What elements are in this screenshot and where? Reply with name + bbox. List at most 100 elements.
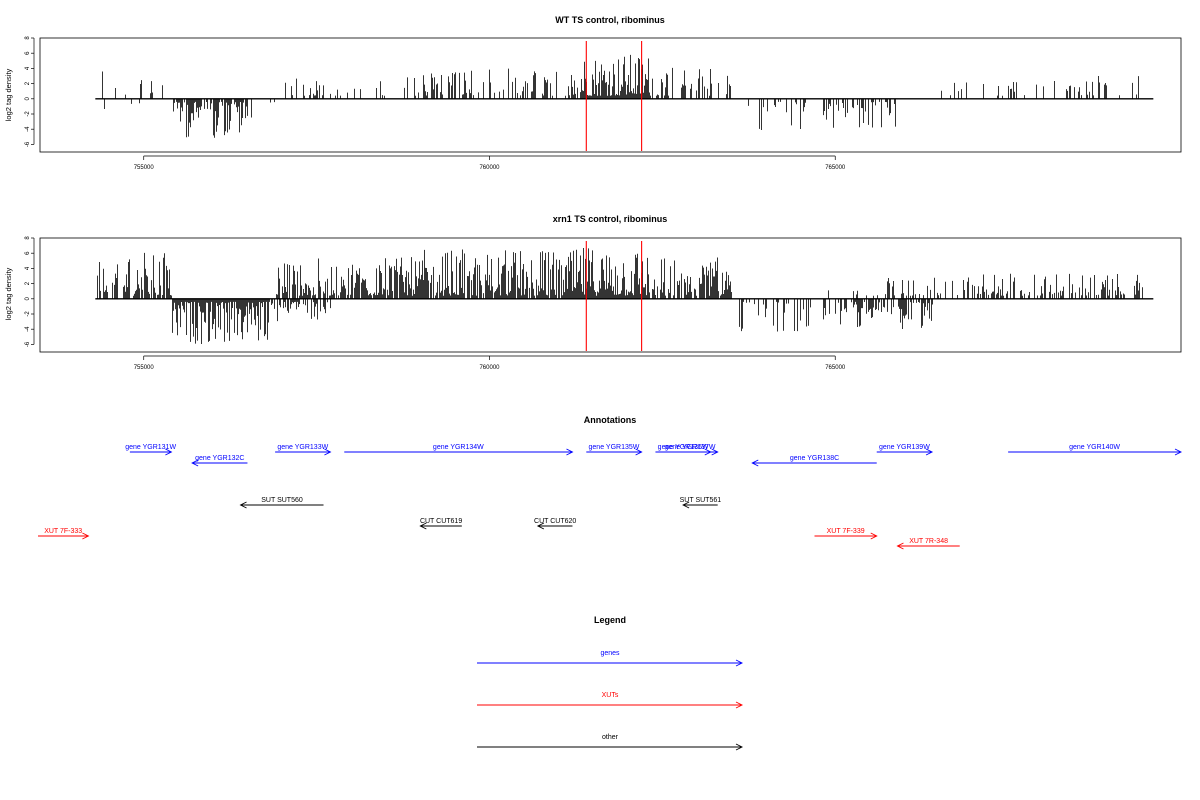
arrowhead <box>925 448 934 456</box>
x-tick-label: 755000 <box>134 365 155 371</box>
y-axis: 8 6 4 2 0 -2 -4 -6 <box>25 36 35 147</box>
annotation-label: XUT 7F-339 <box>827 528 865 535</box>
x-tick-label: 760000 <box>479 365 500 371</box>
annotation-feature <box>814 532 878 540</box>
annotation-label: gene YGR136W <box>658 444 709 451</box>
arrowhead <box>419 522 427 530</box>
y-axis-label: log2 tag density <box>4 267 13 320</box>
annotation-label: gene YGR138C <box>790 455 839 462</box>
legend-arrow <box>477 659 744 667</box>
y-axis: 8 6 4 2 0 -2 -4 -6 <box>25 236 35 347</box>
arrowhead <box>635 448 643 456</box>
annotation-label: gene YGR131W <box>125 444 176 451</box>
y-tick-label: -4 <box>25 126 31 132</box>
annotation-label: gene YGR133W <box>277 444 328 451</box>
y-tick-label: 4 <box>25 66 31 70</box>
arrowhead <box>1174 448 1183 456</box>
x-tick-label: 755000 <box>134 165 155 171</box>
y-tick-label: 2 <box>25 281 31 285</box>
annotation-label: gene YGR135W <box>589 444 640 451</box>
arrowhead <box>165 448 173 456</box>
y-tick-label: 0 <box>25 296 31 300</box>
annotation-feature <box>191 459 248 467</box>
x-axis: 755000 760000 765000 <box>134 155 846 171</box>
legend-label: XUTs <box>602 692 619 699</box>
annotation-label: gene YGR134W <box>433 444 484 451</box>
density-bars <box>102 54 1139 138</box>
annotation-label: XUT 7F-333 <box>44 528 82 535</box>
annotation-feature <box>129 448 173 456</box>
annotation-feature <box>876 448 934 456</box>
x-axis: 755000 760000 765000 <box>134 355 846 371</box>
arrowhead <box>711 448 719 456</box>
legend: Legend genes XUTs other <box>477 615 744 751</box>
annotation-feature <box>239 501 324 509</box>
legend-arrow <box>477 701 744 709</box>
annotation-feature <box>536 522 573 530</box>
y-tick-label: -6 <box>25 341 31 347</box>
annotation-feature <box>751 459 877 467</box>
wt-density-panel: WT TS control, ribominus log2 tag densit… <box>4 15 1182 171</box>
annotation-feature <box>275 448 332 456</box>
plot-frame <box>39 237 1182 353</box>
y-tick-label: -6 <box>25 141 31 147</box>
arrowhead <box>566 448 574 456</box>
y-tick-label: 8 <box>25 36 31 40</box>
arrowhead <box>735 659 744 667</box>
region-markers <box>585 241 643 351</box>
x-tick-label: 765000 <box>825 165 846 171</box>
arrowhead <box>536 522 545 530</box>
legend-arrow <box>477 743 744 751</box>
legend-label: other <box>602 734 619 741</box>
annotation-feature <box>662 448 719 456</box>
annotation-label: CUT CUT619 <box>420 518 462 525</box>
xrn1-density-panel: xrn1 TS control, ribominus log2 tag dens… <box>4 214 1182 371</box>
annotation-feature <box>682 501 718 509</box>
annotation-feature <box>1008 448 1183 456</box>
annotation-label: gene YGR139W <box>879 444 930 451</box>
y-tick-label: -4 <box>25 326 31 332</box>
panel-title: WT TS control, ribominus <box>555 15 665 25</box>
annotation-label: gene YGR140W <box>1069 444 1120 451</box>
annotation-label: gene YGR132C <box>195 455 244 462</box>
arrowhead <box>324 448 332 456</box>
annotation-feature <box>344 448 574 456</box>
y-tick-label: 8 <box>25 236 31 240</box>
arrowhead <box>735 743 744 751</box>
y-tick-label: 2 <box>25 81 31 85</box>
plot-frame <box>39 37 1182 153</box>
arrowhead <box>751 459 759 467</box>
y-tick-label: -2 <box>25 111 31 117</box>
y-tick-label: 6 <box>25 51 31 55</box>
annotation-feature <box>419 522 462 530</box>
y-tick-label: -2 <box>25 311 31 317</box>
x-tick-label: 760000 <box>479 165 500 171</box>
annotation-feature <box>896 542 960 550</box>
annotation-features: gene YGR131W gene YGR132C gene YGR133W gene… <box>38 444 1183 550</box>
density-bars <box>97 248 1143 345</box>
annotation-feature <box>586 448 643 456</box>
y-tick-label: 0 <box>25 96 31 100</box>
legend-entries: genes XUTs other <box>477 650 744 751</box>
arrowhead <box>191 459 199 467</box>
y-tick-label: 6 <box>25 251 31 255</box>
annotation-label: gene YGR137W <box>665 444 716 451</box>
annotations-title: Annotations <box>584 415 637 425</box>
annotation-label: SUT SUT560 <box>261 497 303 504</box>
arrowhead <box>870 532 878 540</box>
annotation-label: SUT SUT561 <box>680 497 722 504</box>
annotation-label: CUT CUT620 <box>534 518 576 525</box>
panel-title: xrn1 TS control, ribominus <box>553 214 668 224</box>
arrowhead <box>239 501 247 509</box>
annotation-label: XUT 7R-348 <box>909 538 948 545</box>
y-axis-label: log2 tag density <box>4 68 13 121</box>
legend-label: genes <box>600 650 620 657</box>
arrowhead <box>896 542 904 550</box>
y-tick-label: 4 <box>25 266 31 270</box>
arrowhead <box>682 501 690 509</box>
legend-title: Legend <box>594 615 626 625</box>
arrowhead <box>735 701 744 709</box>
